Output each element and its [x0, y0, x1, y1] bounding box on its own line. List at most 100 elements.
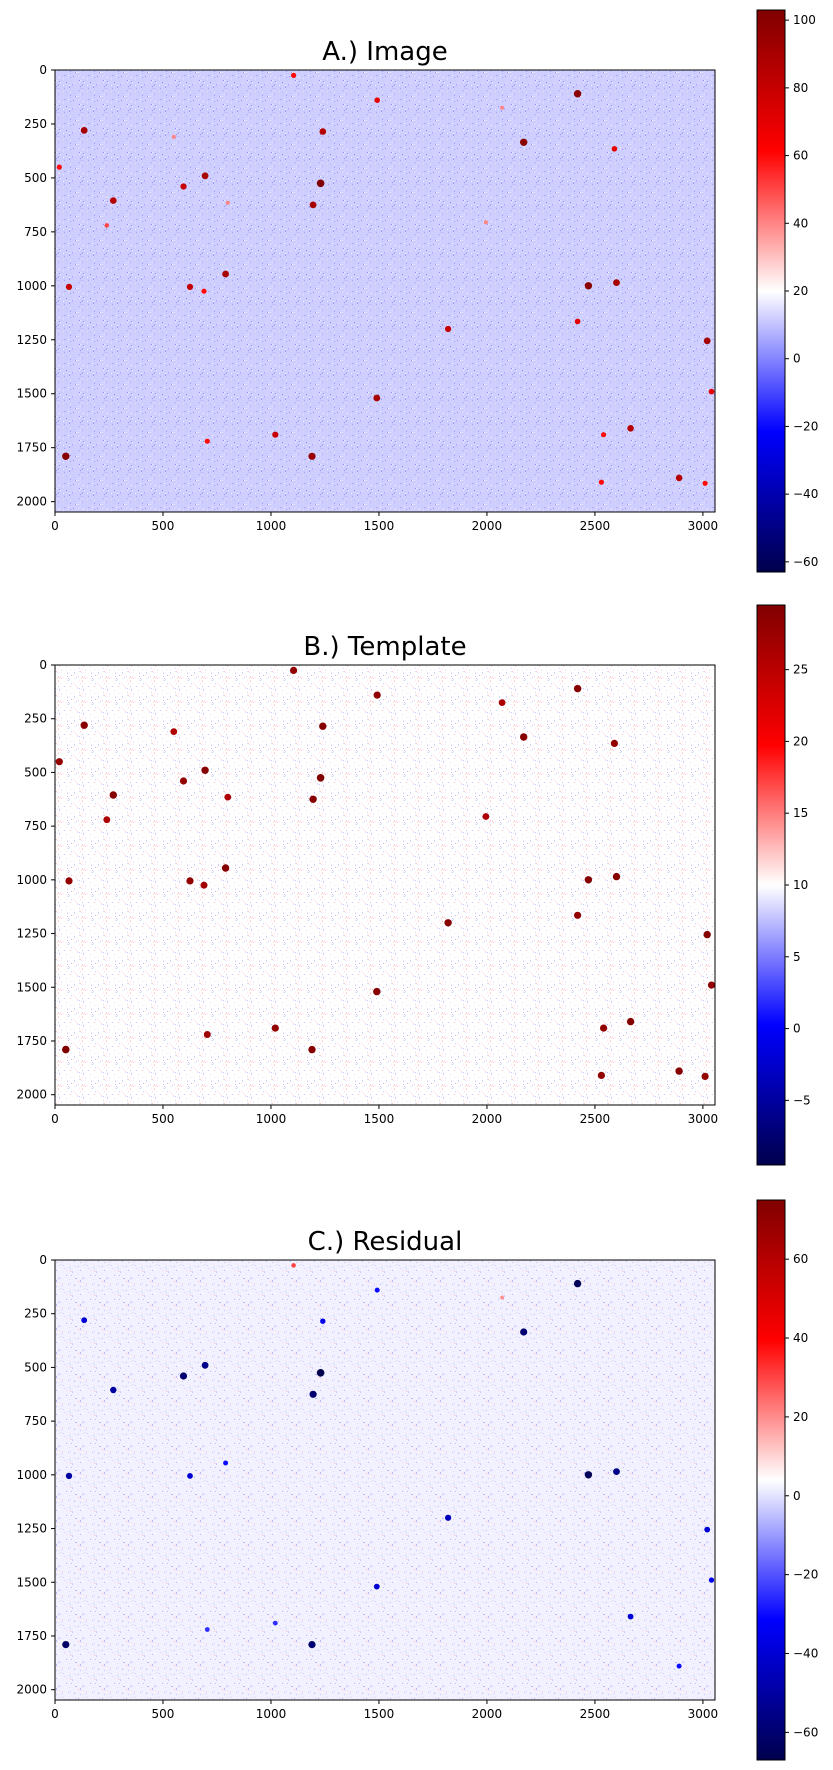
colorbar-tick-label: −40: [793, 487, 818, 501]
colorbar-tick-label: −20: [793, 1568, 818, 1582]
y-tick-label: 750: [24, 1414, 47, 1428]
x-tick-label: 500: [152, 1112, 175, 1126]
y-tick-label: 1250: [16, 927, 47, 941]
x-tick-label: 1000: [256, 519, 287, 533]
y-tick-label: 1250: [16, 333, 47, 347]
source-point: [500, 1295, 504, 1300]
source-point: [707, 981, 715, 989]
source-point: [573, 684, 582, 693]
y-tick-label: 1000: [16, 279, 47, 293]
source-point: [224, 793, 232, 801]
colorbar-tick-label: 20: [793, 1410, 808, 1424]
source-point: [498, 699, 506, 706]
source-point: [675, 1067, 683, 1075]
colorbar-tick-label: −20: [793, 419, 818, 433]
source-point: [179, 777, 188, 785]
x-tick-label: 2500: [580, 519, 611, 533]
source-point: [180, 183, 187, 190]
source-point: [702, 480, 708, 486]
colorbar-tick-label: 10: [793, 878, 808, 892]
y-tick-label: 250: [24, 712, 47, 726]
source-point: [597, 1071, 606, 1079]
colorbar-tick-label: 100: [793, 13, 816, 27]
source-point: [520, 138, 528, 146]
source-point: [179, 1372, 188, 1380]
source-point: [482, 813, 490, 820]
source-point: [520, 1328, 528, 1336]
y-tick-label: 2000: [16, 495, 47, 509]
source-point: [187, 1473, 193, 1479]
colorbar-tick-label: 0: [793, 352, 801, 366]
source-point: [221, 864, 230, 872]
source-point: [708, 388, 715, 395]
colorbar-tick-label: −60: [793, 1725, 818, 1739]
colorbar-tick-label: 15: [793, 806, 808, 820]
source-point: [574, 318, 581, 325]
source-point: [308, 1045, 316, 1054]
source-point: [308, 452, 316, 460]
source-point: [373, 1583, 380, 1590]
source-point: [271, 1024, 279, 1032]
source-point: [601, 432, 607, 438]
y-axis: 0 250 500 750 1000 1250 1500 1750 2000: [16, 63, 55, 509]
x-tick-label: 0: [51, 1707, 59, 1721]
source-point: [374, 1287, 380, 1293]
source-point: [703, 337, 711, 345]
heatmap-plot: [54, 664, 716, 1106]
panel-title: B.) Template: [303, 632, 466, 662]
source-point: [309, 201, 317, 209]
panel-title: A.) Image: [322, 37, 447, 67]
colorbar-tick-label: 5: [793, 950, 801, 964]
source-point: [65, 877, 73, 885]
x-tick-label: 3000: [688, 1707, 719, 1721]
source-point: [574, 911, 582, 919]
y-tick-label: 500: [24, 1360, 47, 1374]
source-point: [627, 1613, 634, 1620]
source-point: [611, 146, 618, 152]
y-tick-label: 250: [24, 1307, 47, 1321]
heatmap-noise: [55, 70, 715, 512]
y-tick-label: 0: [39, 658, 47, 672]
y-tick-label: 1000: [16, 1468, 47, 1482]
source-point: [81, 1317, 88, 1324]
y-tick-label: 500: [24, 765, 47, 779]
source-point: [204, 1627, 210, 1632]
panel-template: B.) Template 0 500 1000 1500 2000 2500 3000 02…: [16, 604, 811, 1166]
source-point: [110, 1386, 117, 1394]
colorbar-tick-label: 60: [793, 149, 808, 163]
source-point: [320, 1318, 326, 1324]
y-tick-label: 2000: [16, 1088, 47, 1102]
source-point: [598, 479, 605, 485]
y-tick-label: 0: [39, 1253, 47, 1267]
y-tick-label: 1500: [16, 980, 47, 994]
y-tick-label: 1000: [16, 873, 47, 887]
source-point: [627, 425, 634, 432]
x-tick-label: 2000: [472, 519, 503, 533]
source-point: [103, 816, 111, 824]
colorbar-tick-label: 20: [793, 284, 808, 298]
y-tick-label: 1750: [16, 1629, 47, 1643]
source-point: [170, 728, 178, 735]
source-point: [309, 795, 317, 803]
heatmap-noise: [55, 665, 715, 1105]
source-point: [600, 1024, 608, 1032]
x-tick-label: 1500: [364, 1112, 395, 1126]
x-tick-label: 0: [51, 519, 59, 533]
x-tick-label: 1000: [256, 1112, 287, 1126]
source-point: [104, 223, 110, 228]
heatmap-noise: [55, 1260, 715, 1700]
source-point: [56, 164, 62, 170]
colorbar-tick-label: 0: [793, 1489, 801, 1503]
source-point: [109, 791, 118, 799]
y-tick-label: 750: [24, 819, 47, 833]
y-axis: 0 250 500 750 1000 1250 1500 1750 2000: [16, 658, 55, 1102]
source-point: [374, 97, 381, 103]
x-tick-label: 2000: [472, 1112, 503, 1126]
y-tick-label: 1500: [16, 1575, 47, 1589]
y-tick-label: 1500: [16, 387, 47, 401]
colorbar-tick-label: 25: [793, 663, 808, 677]
y-tick-label: 2000: [16, 1683, 47, 1697]
source-point: [676, 1663, 682, 1669]
y-tick-label: 1250: [16, 1522, 47, 1536]
